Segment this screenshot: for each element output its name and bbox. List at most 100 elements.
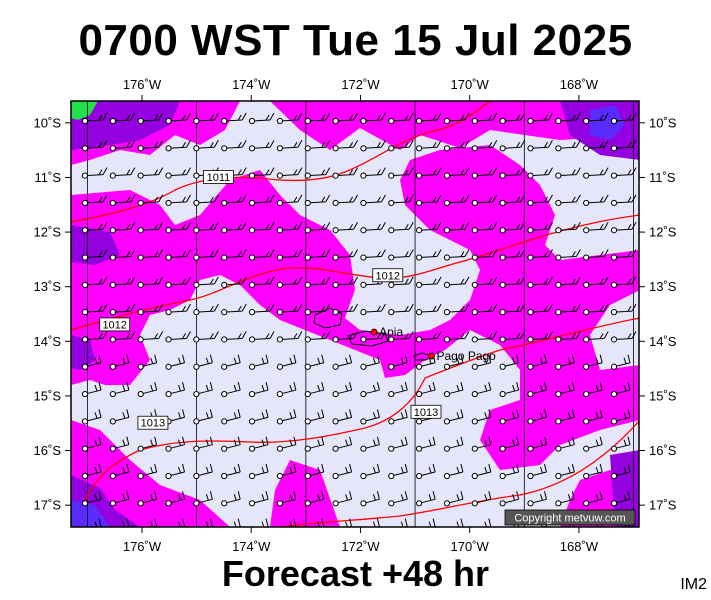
wind-barb xyxy=(555,140,581,152)
lat-label-right: 15˚S xyxy=(649,388,677,403)
wind-barb xyxy=(499,381,520,398)
wind-barb xyxy=(388,463,408,480)
wind-barb xyxy=(527,491,547,507)
lat-label-left: 15˚S xyxy=(34,388,62,403)
lon-label-top: 168˚W xyxy=(560,77,599,92)
wind-barb xyxy=(304,303,331,316)
isobar-line xyxy=(71,214,639,331)
wind-barb xyxy=(221,331,247,343)
map-title: 0700 WST Tue 15 Jul 2025 xyxy=(78,16,633,65)
isobar-value: 1012 xyxy=(376,270,400,282)
wind-barb xyxy=(304,276,331,288)
lon-label-top: 172˚W xyxy=(341,77,380,92)
wind-barb xyxy=(499,276,526,288)
wind-barb xyxy=(81,303,108,316)
lat-label-left: 14˚S xyxy=(34,334,62,349)
isobar-value: 1013 xyxy=(414,407,438,419)
wind-barb xyxy=(193,194,219,207)
lat-label-right: 17˚S xyxy=(649,498,677,513)
wind-barb xyxy=(499,491,520,507)
wind-barb xyxy=(137,249,164,261)
wind-barb xyxy=(610,167,637,179)
wind-barb xyxy=(137,331,164,343)
wind-barb xyxy=(109,303,136,316)
wind-barb xyxy=(638,365,639,368)
wind-barb xyxy=(81,409,102,425)
wind-barb xyxy=(583,249,609,261)
wind-barb xyxy=(360,436,380,452)
lat-label-right: 11˚S xyxy=(649,170,676,185)
place-dot xyxy=(370,328,378,336)
wind-barb xyxy=(332,167,359,179)
wind-barb xyxy=(360,491,380,507)
wind-barb xyxy=(276,276,303,288)
wind-barb xyxy=(109,221,136,234)
wind-barb xyxy=(443,354,464,370)
wind-barb xyxy=(221,463,241,480)
wind-barb xyxy=(332,276,359,288)
wind-barb xyxy=(416,221,442,234)
wind-barb xyxy=(471,331,498,343)
wind-barb xyxy=(221,303,247,316)
wind-barb xyxy=(610,194,637,207)
lon-label-bottom: 172˚W xyxy=(341,539,380,554)
wind-barb xyxy=(388,354,408,370)
wind-barb xyxy=(555,194,581,207)
wind-barb xyxy=(416,303,442,316)
wind-barb xyxy=(276,167,303,179)
wind-barb xyxy=(109,491,130,507)
wind-barb xyxy=(248,409,269,425)
islands xyxy=(313,307,434,361)
wind-barb xyxy=(555,436,575,452)
wind-barb xyxy=(360,249,386,261)
wind-barb xyxy=(221,112,247,125)
copyright-box: Copyright metvuw.com xyxy=(504,509,636,526)
wind-barb xyxy=(583,354,603,370)
wind-barb xyxy=(583,140,609,152)
wind-barb xyxy=(388,381,408,398)
wind-barb xyxy=(137,276,164,288)
wind-barb xyxy=(583,303,609,316)
wind-barb xyxy=(416,140,442,152)
wind-barb xyxy=(388,276,414,288)
lat-label-right: 10˚S xyxy=(649,115,677,130)
wind-barb xyxy=(610,409,631,425)
wind-barb xyxy=(388,249,414,261)
place-markers: Apia Pago Pago xyxy=(370,325,496,363)
lon-label-bottom: 168˚W xyxy=(560,539,599,554)
wind-barb xyxy=(165,381,186,398)
wind-barb xyxy=(443,194,470,207)
axis-ticks: 176˚W 176˚W 174˚W 174˚W 172˚W 172˚W 170˚W 170˚W… xyxy=(34,77,677,554)
wind-barb xyxy=(304,167,331,179)
wind-barb xyxy=(471,140,498,152)
wind-barb xyxy=(221,194,247,207)
wind-barb xyxy=(527,276,553,288)
wind-barb xyxy=(360,463,380,480)
wind-barb xyxy=(443,331,470,343)
wind-barb xyxy=(332,140,359,152)
wind-barb xyxy=(332,112,359,125)
wind-barb xyxy=(137,194,164,207)
wind-barb xyxy=(443,491,464,507)
wind-barb xyxy=(109,167,136,179)
wind-barb xyxy=(248,381,269,398)
wind-barb xyxy=(137,436,158,452)
wind-barb xyxy=(276,463,297,480)
map-frame xyxy=(70,100,640,528)
wind-barb xyxy=(165,140,191,152)
isobar-value: 1013 xyxy=(141,418,165,430)
lat-label-left: 11˚S xyxy=(35,170,62,185)
wind-barb xyxy=(583,194,609,207)
wind-barb xyxy=(583,491,603,507)
wind-barb xyxy=(276,112,303,125)
wind-barb xyxy=(248,463,269,480)
lat-label-right: 16˚S xyxy=(649,443,677,458)
wind-barb xyxy=(583,409,603,425)
wind-barb xyxy=(610,249,637,261)
wind-barb xyxy=(193,303,219,316)
place-dot xyxy=(428,352,435,360)
wind-barb xyxy=(165,112,191,125)
wind-barb xyxy=(471,436,492,452)
wind-barb xyxy=(555,409,575,425)
wind-barb xyxy=(610,491,631,507)
